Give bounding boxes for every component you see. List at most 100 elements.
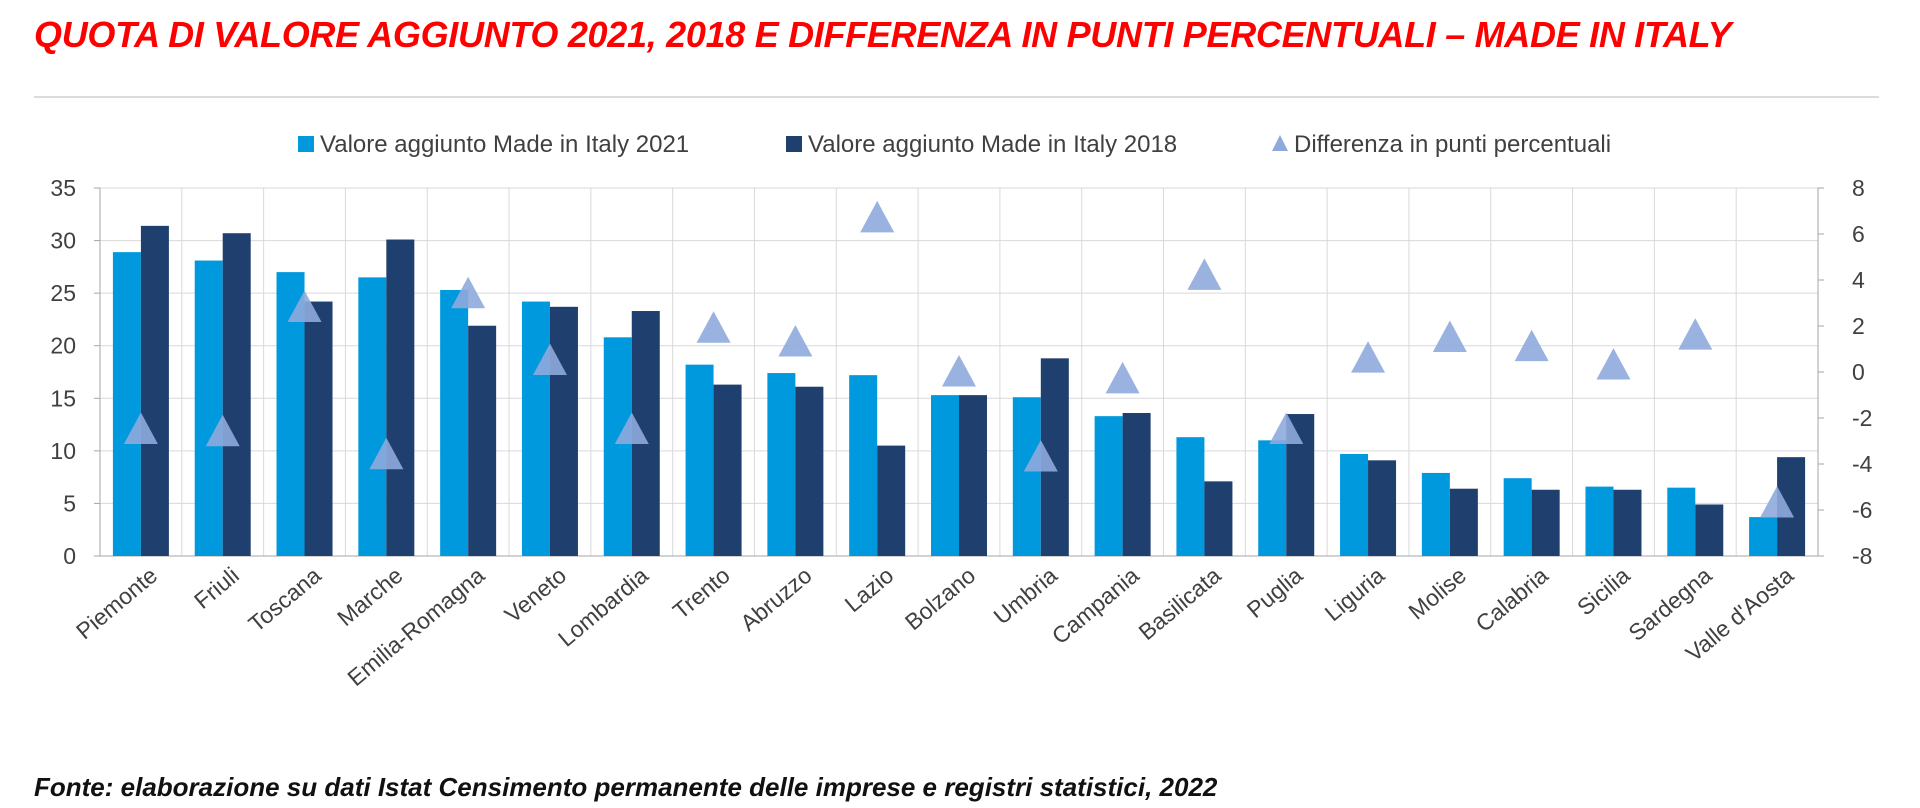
legend-swatch	[786, 136, 802, 152]
bar-2021	[603, 337, 632, 556]
bar-2021	[194, 260, 223, 556]
y-tick-label-right: 8	[1852, 175, 1865, 201]
y-tick-label-left: 20	[50, 333, 76, 359]
y-tick-label-right: -2	[1852, 405, 1872, 431]
bar-2021	[931, 395, 959, 556]
chart-title: QUOTA DI VALORE AGGIUNTO 2021, 2018 E DI…	[34, 14, 1732, 55]
x-tick-label: Veneto	[500, 562, 572, 628]
y-tick-label-right: -6	[1852, 497, 1872, 523]
bar-2021	[1667, 487, 1696, 556]
bar-2018	[1531, 489, 1560, 556]
y-tick-label-right: 2	[1852, 313, 1865, 339]
diff-marker	[1596, 348, 1631, 380]
bar-2021	[1585, 486, 1614, 556]
x-tick-label: Umbria	[989, 562, 1063, 630]
chart-area: 0 5 10 15 20 25 30 35 -8 -6 -4 -2 0 2 4 6 8 Piemonte Friul…	[0, 110, 1920, 750]
bar-2021	[358, 277, 387, 556]
legend-label: Valore aggiunto Made in Italy 2018	[808, 131, 1177, 158]
y-tick-label-left: 15	[50, 385, 76, 411]
diff-marker	[614, 412, 649, 444]
bar-2021	[1340, 454, 1369, 556]
bar-2018	[795, 386, 824, 556]
x-tick-label: Basilicata	[1134, 562, 1226, 645]
y-tick-label-left: 30	[50, 228, 76, 254]
y-tick-label-left: 5	[63, 490, 76, 516]
diff-marker	[1760, 486, 1795, 518]
bar-2018	[1449, 488, 1478, 556]
bar-2018	[1368, 460, 1397, 556]
source-note: Fonte: elaborazione su dati Istat Censim…	[34, 772, 1218, 802]
diff-marker	[287, 290, 322, 323]
bar-2018	[468, 325, 497, 556]
diff-marker	[123, 412, 158, 444]
bar-2018	[140, 225, 169, 556]
bar-2021	[849, 375, 878, 556]
diff-marker	[1187, 258, 1222, 290]
diff-marker	[696, 311, 731, 343]
x-tick-label: Piemonte	[71, 562, 162, 644]
x-tick-label: Lombardia	[553, 562, 653, 652]
diff-marker	[1269, 412, 1304, 444]
bar-2021	[112, 252, 141, 556]
x-tick-label: Marche	[332, 562, 407, 631]
bar-2021	[1749, 517, 1778, 556]
x-tick-label: Trento	[668, 562, 735, 624]
legend-swatch	[1272, 135, 1288, 151]
x-tick-label: Abruzzo	[735, 562, 816, 636]
bar-2018	[1204, 481, 1233, 556]
diff-marker	[451, 276, 486, 309]
diff-marker	[205, 414, 240, 447]
x-tick-label: Emilia-Romagna	[342, 562, 489, 691]
x-tick-label: Toscana	[243, 562, 325, 637]
y-tick-label-right: 4	[1852, 267, 1865, 293]
diff-marker	[532, 343, 567, 375]
bar-2018	[1613, 489, 1642, 556]
diff-marker	[1105, 361, 1140, 394]
bar-2021	[1258, 440, 1287, 556]
y-tick-label-right: 6	[1852, 221, 1865, 247]
diff-marker	[860, 200, 895, 233]
bar-2021	[767, 373, 796, 556]
bar-chart: 0 5 10 15 20 25 30 35 -8 -6 -4 -2 0 2 4 6 8 Piemonte Friul…	[50, 131, 1873, 691]
diff-marker	[369, 437, 404, 470]
bar-2021	[440, 289, 469, 556]
x-tick-label: Friuli	[189, 562, 244, 614]
diff-marker	[942, 355, 976, 387]
x-tick-label: Calabria	[1471, 562, 1553, 637]
diff-marker	[778, 325, 813, 357]
diff-marker	[1678, 318, 1713, 350]
y-tick-label-left: 25	[50, 280, 76, 306]
legend-label: Differenza in punti percentuali	[1294, 131, 1611, 158]
bar-2018	[386, 239, 415, 556]
y-tick-label-right: -8	[1852, 543, 1872, 569]
bar-2018	[222, 233, 251, 556]
bar-2021	[1094, 416, 1123, 556]
bar-2021	[1176, 437, 1205, 556]
bar-2021	[1503, 478, 1532, 556]
x-tick-label: Campania	[1047, 562, 1144, 649]
bar-2021	[521, 301, 550, 556]
bar-2018	[713, 384, 742, 556]
x-tick-label: Puglia	[1242, 562, 1308, 623]
y-tick-label-left: 10	[50, 438, 76, 464]
bar-2018	[1122, 413, 1151, 556]
y-tick-label-right: 0	[1852, 359, 1865, 385]
legend-label: Valore aggiunto Made in Italy 2021	[320, 131, 689, 158]
diff-marker	[1351, 341, 1386, 373]
x-tick-label: Lazio	[840, 562, 899, 617]
bar-2021	[1012, 397, 1041, 556]
diff-marker	[1514, 329, 1549, 362]
x-tick-label: Liguria	[1320, 562, 1390, 626]
y-tick-label-left: 0	[63, 543, 76, 569]
bar-2018	[877, 445, 906, 556]
x-tick-label: Bolzano	[900, 562, 980, 635]
y-tick-label-left: 35	[50, 175, 76, 201]
y-tick-label-right: -4	[1852, 451, 1873, 477]
bar-2018	[549, 306, 578, 556]
bar-2021	[685, 364, 714, 556]
bar-2018	[959, 395, 987, 556]
x-tick-label: Molise	[1403, 562, 1471, 625]
x-tick-label: Sicilia	[1572, 562, 1635, 621]
bar-2018	[304, 301, 333, 556]
title-divider	[34, 96, 1879, 98]
